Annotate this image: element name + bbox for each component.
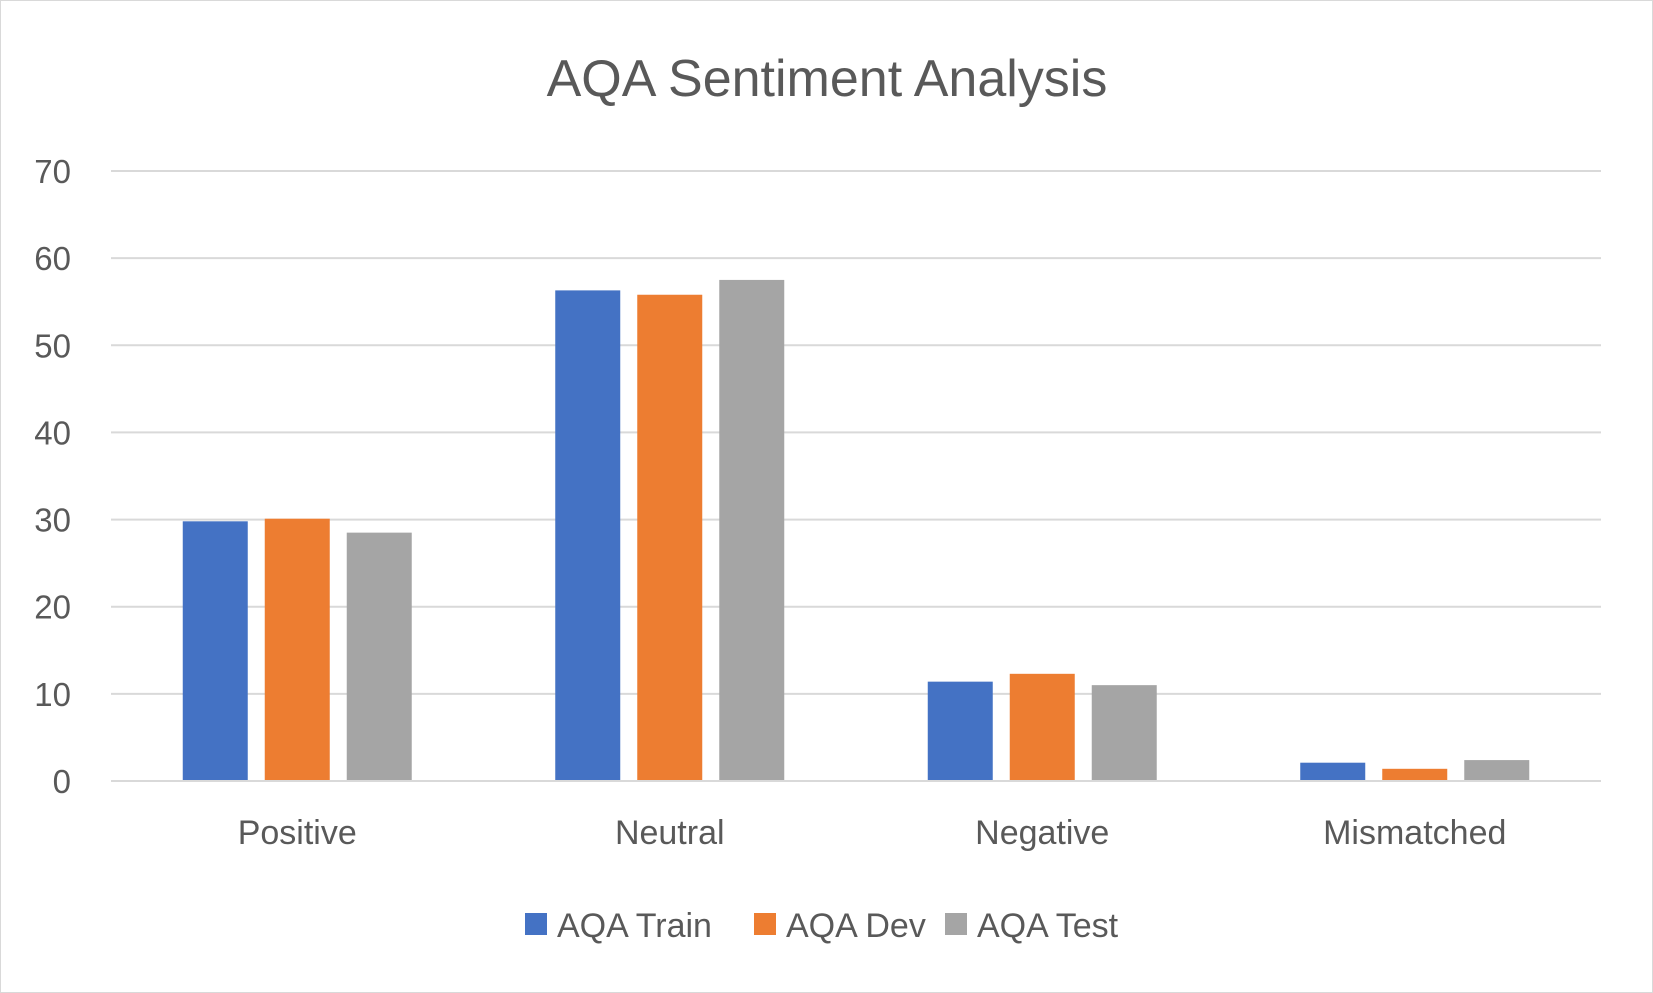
bar-aqa-test-neutral xyxy=(719,279,785,781)
chart-title: AQA Sentiment Analysis xyxy=(547,50,1108,108)
bar-aqa-dev-positive xyxy=(264,518,330,781)
y-tick-label: 0 xyxy=(53,763,71,800)
legend-label: AQA Dev xyxy=(786,907,926,945)
x-category-label: Mismatched xyxy=(1323,814,1506,852)
x-category-label: Positive xyxy=(238,814,357,852)
x-axis-category-labels: Positive Neutral Negative Mismatched xyxy=(238,814,1507,852)
legend: AQA Train AQA Dev AQA Test xyxy=(525,907,1119,945)
bar-aqa-train-negative xyxy=(927,681,993,781)
gridlines xyxy=(111,170,1601,695)
y-tick-label: 30 xyxy=(34,502,71,539)
legend-swatch xyxy=(754,913,776,935)
y-axis-ticks: 0 10 20 30 40 50 60 70 xyxy=(34,153,71,800)
bar-aqa-train-mismatched xyxy=(1300,762,1366,781)
y-tick-label: 60 xyxy=(34,240,71,277)
y-tick-label: 20 xyxy=(34,589,71,626)
y-tick-label: 40 xyxy=(34,414,71,451)
y-tick-label: 70 xyxy=(34,153,71,190)
bar-aqa-dev-neutral xyxy=(637,294,703,781)
legend-item: AQA Dev xyxy=(754,907,926,945)
legend-item: AQA Train xyxy=(525,907,712,945)
bar-aqa-train-positive xyxy=(182,521,248,781)
x-category-label: Neutral xyxy=(615,814,725,852)
bar-aqa-test-negative xyxy=(1091,685,1157,781)
bar-aqa-train-neutral xyxy=(555,290,621,781)
legend-label: AQA Test xyxy=(977,907,1119,945)
legend-item: AQA Test xyxy=(945,907,1119,945)
legend-swatch xyxy=(945,913,967,935)
x-category-label: Negative xyxy=(975,814,1109,852)
bar-aqa-dev-mismatched xyxy=(1382,768,1448,781)
bar-aqa-dev-negative xyxy=(1009,673,1075,781)
y-tick-label: 50 xyxy=(34,327,71,364)
bar-aqa-test-positive xyxy=(346,532,412,781)
legend-swatch xyxy=(525,913,547,935)
y-tick-label: 10 xyxy=(34,676,71,713)
bar-aqa-test-mismatched xyxy=(1464,760,1530,781)
legend-label: AQA Train xyxy=(557,907,712,945)
bars xyxy=(182,279,1530,781)
